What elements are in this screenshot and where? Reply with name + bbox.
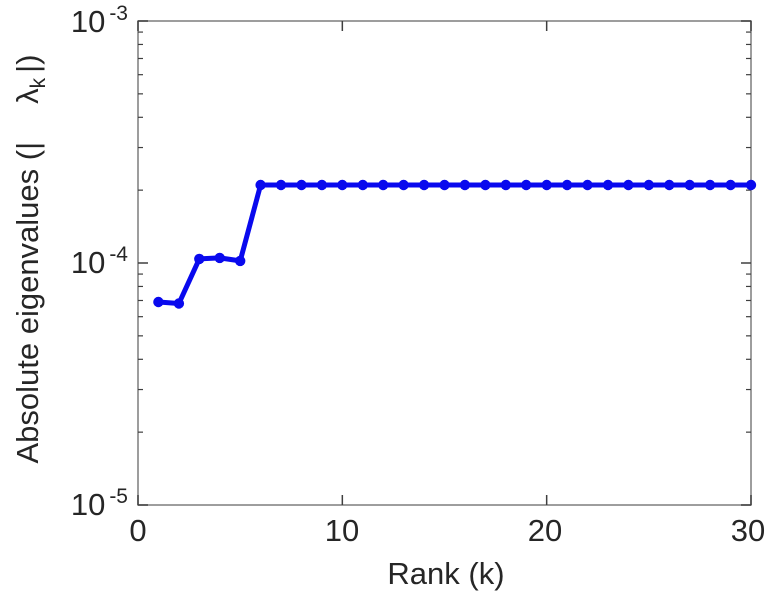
- y-tick-label-1e-3: 10 -3: [0, 2, 128, 43]
- y-tick-exponent: -3: [109, 2, 128, 25]
- y-tick-base: 10: [70, 245, 106, 280]
- x-tick-label-10: 10: [324, 513, 360, 548]
- x-tick-label-30: 30: [730, 513, 766, 548]
- y-tick-exponent: -5: [109, 485, 128, 508]
- y-tick-label-1e-5: 10 -5: [0, 485, 128, 526]
- y-axis-label-text: Absolute eigenvalues (|: [10, 141, 45, 464]
- y-tick-label-1e-4: 10 -4: [0, 243, 128, 284]
- y-tick-exponent: -4: [109, 243, 128, 266]
- lambda-symbol: λ: [10, 88, 45, 104]
- y-tick-base: 10: [70, 487, 106, 522]
- y-axis-label-suffix: |): [10, 54, 45, 73]
- y-tick-base: 10: [70, 4, 106, 39]
- x-tick-label-20: 20: [527, 513, 563, 548]
- x-tick-label-0: 0: [129, 513, 147, 548]
- x-axis-label: Rank (k): [387, 556, 505, 591]
- lambda-subscript-k: k: [27, 77, 51, 89]
